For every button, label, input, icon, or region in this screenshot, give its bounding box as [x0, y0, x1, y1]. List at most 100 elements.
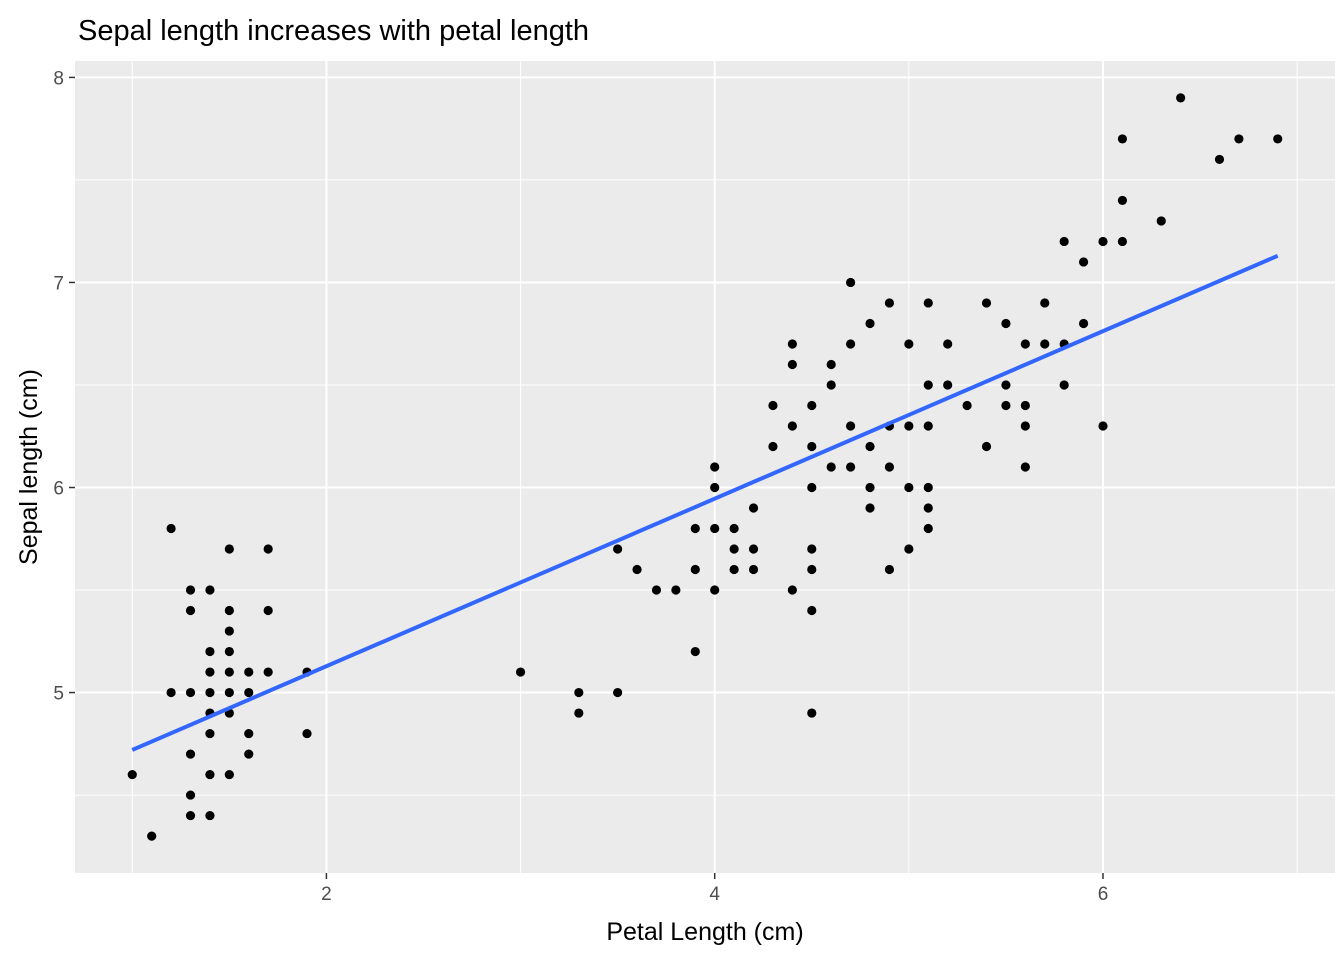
x-tick-label: 4	[709, 884, 720, 905]
data-point	[690, 523, 700, 534]
data-point	[710, 482, 720, 493]
data-point	[865, 503, 875, 513]
data-point	[205, 667, 215, 677]
data-points	[127, 93, 1283, 841]
data-point	[729, 523, 739, 534]
y-tick-label: 8	[53, 68, 64, 89]
data-point	[846, 277, 856, 288]
minor-gridlines	[75, 61, 1335, 873]
data-point	[185, 810, 196, 821]
data-point	[807, 564, 817, 575]
data-point	[690, 646, 700, 657]
data-point	[224, 605, 234, 616]
data-point	[748, 544, 759, 554]
trend-line-group	[131, 253, 1279, 752]
data-point	[166, 687, 176, 698]
data-point	[865, 482, 875, 493]
data-point	[981, 441, 992, 452]
data-point	[224, 626, 234, 636]
data-point	[224, 646, 234, 657]
data-point	[205, 646, 215, 657]
data-point	[923, 380, 933, 390]
trend-line	[131, 253, 1279, 752]
data-point	[826, 462, 836, 472]
data-point	[1020, 421, 1030, 431]
data-point	[943, 380, 953, 390]
data-point	[205, 687, 215, 698]
data-point	[1001, 380, 1011, 390]
data-point	[515, 667, 526, 677]
data-point	[1020, 339, 1030, 349]
x-tick-label: 6	[1098, 884, 1109, 905]
data-point	[1059, 380, 1069, 390]
data-point	[613, 544, 623, 554]
data-point	[147, 831, 157, 841]
data-point	[923, 421, 933, 431]
data-point	[1020, 462, 1030, 472]
data-point	[923, 482, 933, 493]
data-point	[1078, 318, 1089, 329]
data-point	[943, 339, 953, 349]
data-point	[884, 462, 895, 472]
data-point	[263, 544, 273, 554]
data-point	[185, 749, 196, 759]
data-point	[826, 359, 836, 370]
y-tick-label: 7	[53, 273, 64, 294]
data-point	[884, 564, 895, 575]
data-point	[904, 482, 914, 493]
data-point	[1273, 134, 1283, 144]
data-point	[185, 585, 196, 595]
x-axis-title: Petal Length (cm)	[606, 918, 803, 946]
data-point	[1214, 154, 1225, 165]
data-point	[1001, 400, 1011, 411]
data-point	[1098, 421, 1108, 431]
data-point	[632, 564, 642, 575]
data-point	[1117, 236, 1128, 247]
data-point	[205, 728, 215, 739]
plot-panel	[75, 61, 1335, 873]
data-point	[846, 462, 856, 472]
data-point	[1176, 93, 1186, 103]
data-point	[244, 749, 254, 759]
major-gridlines	[75, 61, 1335, 873]
data-point	[826, 380, 836, 390]
data-point	[923, 503, 933, 513]
data-point	[710, 523, 720, 534]
data-point	[807, 400, 817, 411]
data-point	[205, 769, 215, 780]
chart-title: Sepal length increases with petal length	[78, 15, 589, 47]
data-point	[748, 503, 759, 513]
data-point	[651, 585, 662, 595]
data-point	[846, 421, 856, 431]
data-point	[613, 687, 623, 698]
data-point	[904, 339, 914, 349]
data-point	[787, 585, 797, 595]
data-point	[185, 790, 196, 800]
data-point	[224, 544, 234, 554]
data-point	[671, 585, 681, 595]
data-point	[1117, 134, 1128, 144]
data-point	[846, 339, 856, 349]
data-point	[205, 585, 215, 595]
y-axis: 5 6 7 8	[53, 68, 75, 705]
data-point	[244, 728, 254, 739]
data-point	[1059, 236, 1069, 247]
data-point	[787, 421, 797, 431]
data-point	[807, 708, 817, 718]
data-point	[574, 687, 584, 698]
data-point	[224, 687, 234, 698]
data-point	[263, 605, 273, 616]
data-point	[1040, 339, 1050, 349]
data-point	[244, 687, 254, 698]
data-point	[710, 462, 720, 472]
data-point	[865, 441, 875, 452]
data-point	[690, 564, 700, 575]
data-point	[923, 298, 933, 308]
y-tick-label: 5	[53, 684, 64, 705]
data-point	[884, 298, 895, 308]
data-point	[185, 687, 196, 698]
data-point	[807, 441, 817, 452]
data-point	[904, 421, 914, 431]
data-point	[224, 769, 234, 780]
